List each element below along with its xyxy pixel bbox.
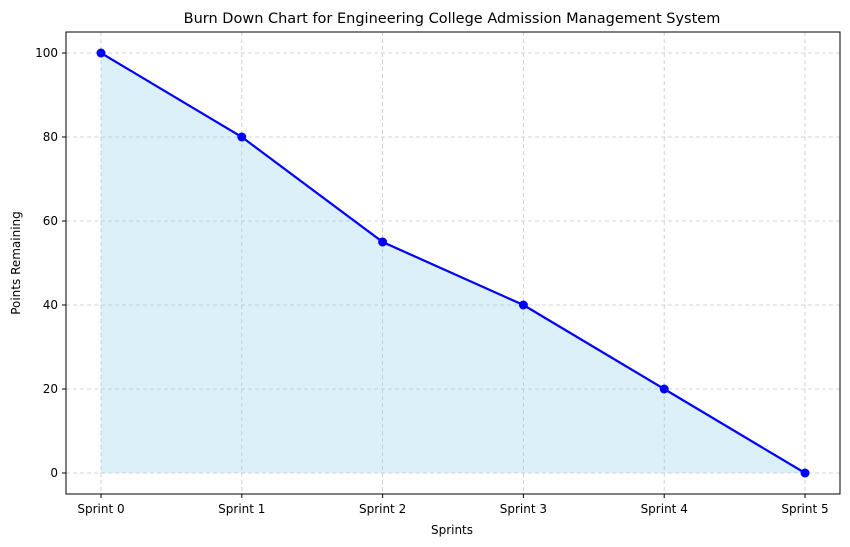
data-point bbox=[96, 48, 106, 58]
x-tick-label: Sprint 5 bbox=[781, 502, 828, 516]
y-tick-label: 20 bbox=[43, 382, 58, 396]
y-tick-label: 60 bbox=[43, 214, 58, 228]
y-tick-label: 80 bbox=[43, 130, 58, 144]
x-axis-label: Sprints bbox=[431, 523, 473, 537]
marker-layer bbox=[96, 48, 810, 478]
y-tick-layer: 0 20 40 60 80 100 bbox=[35, 46, 66, 480]
y-tick-label: 0 bbox=[50, 466, 58, 480]
y-tick-label: 100 bbox=[35, 46, 58, 60]
x-tick-label: Sprint 1 bbox=[218, 502, 265, 516]
y-tick-label: 40 bbox=[43, 298, 58, 312]
x-tick-label: Sprint 3 bbox=[500, 502, 547, 516]
axes-layer bbox=[65, 31, 841, 495]
data-point bbox=[378, 237, 388, 247]
data-point bbox=[659, 384, 669, 394]
x-tick-label: Sprint 0 bbox=[77, 502, 124, 516]
grid-layer bbox=[66, 32, 840, 494]
series-line bbox=[100, 52, 806, 474]
chart-title: Burn Down Chart for Engineering College … bbox=[184, 11, 721, 27]
data-point bbox=[518, 300, 528, 310]
data-point bbox=[237, 132, 247, 142]
x-tick-label: Sprint 2 bbox=[359, 502, 406, 516]
x-tick-layer: Sprint 0 Sprint 1 Sprint 2 Sprint 3 Sprint 4… bbox=[77, 494, 829, 516]
x-tick-label: Sprint 4 bbox=[641, 502, 688, 516]
data-point bbox=[800, 468, 810, 478]
line-layer bbox=[100, 52, 806, 474]
plot-frame bbox=[65, 31, 841, 495]
y-axis-label: Points Remaining bbox=[9, 211, 23, 315]
